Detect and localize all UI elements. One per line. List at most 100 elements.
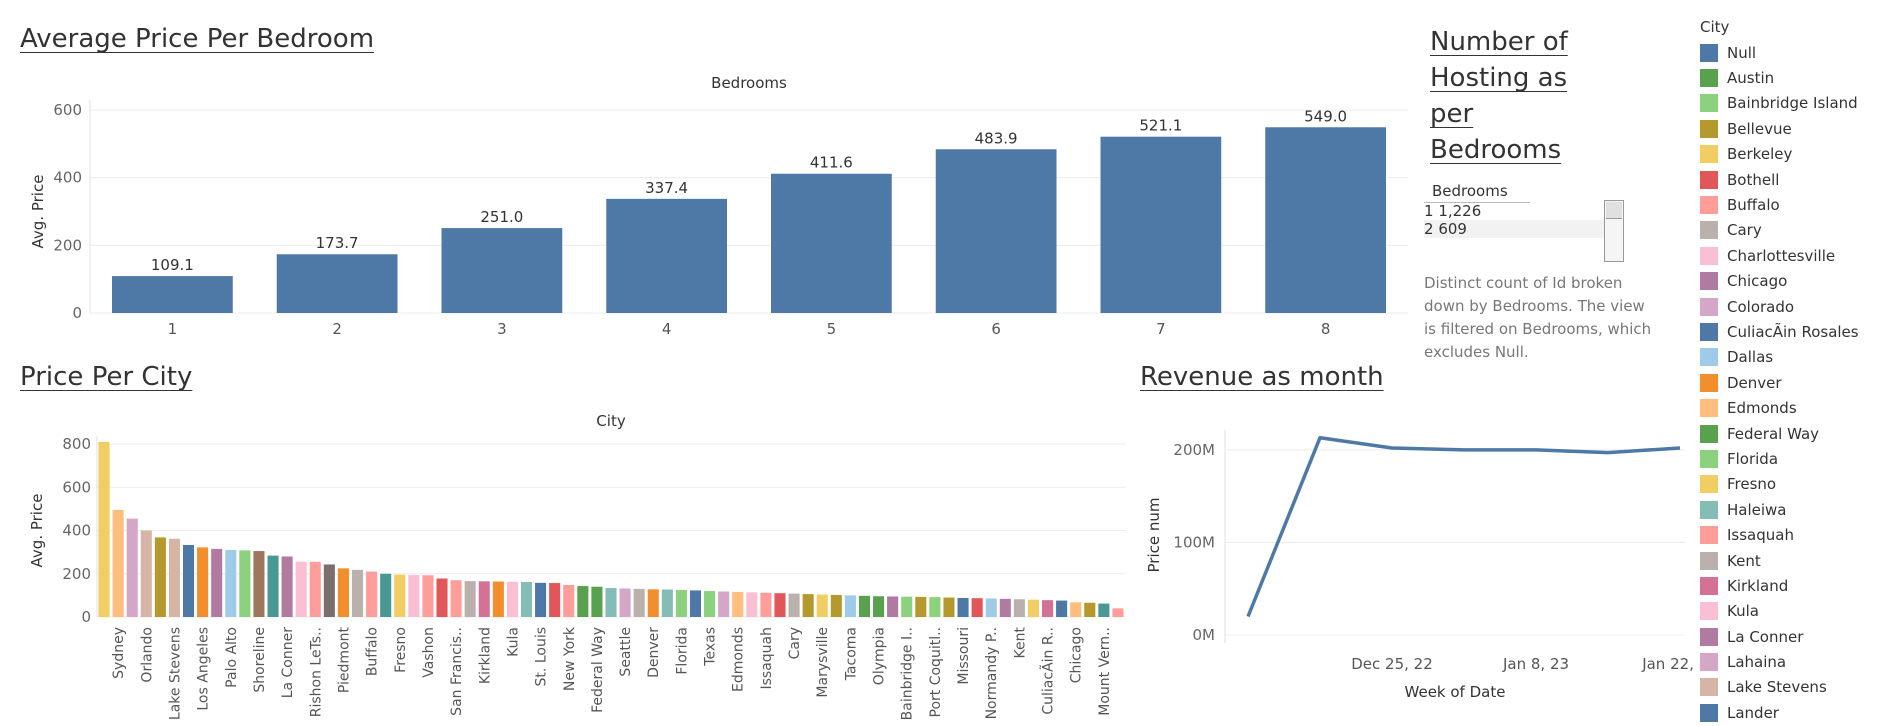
legend-item[interactable]: Florida [1700,446,1880,471]
bar [802,594,814,617]
bar [549,583,561,617]
legend-label: Austin [1727,69,1775,88]
bar [816,594,828,617]
legend-item[interactable]: Bellevue [1700,116,1880,141]
hosting-table-body[interactable]: 1 1,226 2 609 [1424,202,1604,262]
legend-item[interactable]: Kula [1700,599,1880,624]
bar [337,568,349,617]
bar [267,555,279,617]
legend-item[interactable]: Issaquah [1700,522,1880,547]
y-tick-label: 600 [53,101,82,119]
bar [935,149,1057,313]
legend-label: Fresno [1727,475,1777,494]
x-tick-label: Palo Alto [224,627,240,688]
legend-label: Null [1727,43,1757,62]
x-tick-label: La Conner [280,627,296,699]
legend-item[interactable]: Colorado [1700,294,1880,319]
x-tick-label: CuliacÃin R.. [1040,627,1057,715]
legend-swatch [1700,424,1718,443]
bar [1013,599,1025,617]
x-tick-label: 6 [991,320,1001,338]
legend-item[interactable]: Buffalo [1700,192,1880,217]
bar [366,571,378,617]
legend-label: Lake Stevens [1727,678,1827,697]
legend-item[interactable]: Lander [1700,700,1880,725]
bar [408,575,420,617]
y-tick-label: 600 [62,478,91,496]
legend-label: Federal Way [1727,424,1820,443]
data-label: 251.0 [480,208,523,226]
x-tick-label: New York [562,626,578,691]
legend-item[interactable]: Austin [1700,65,1880,90]
x-tick-label: Cary [787,627,803,659]
legend-swatch [1700,678,1718,697]
legend-item[interactable]: Kirkland [1700,573,1880,598]
legend-item[interactable]: Fresno [1700,472,1880,497]
legend-item[interactable]: Haleiwa [1700,497,1880,522]
bar [182,544,195,617]
x-tick-label: Marysville [815,627,831,698]
x-tick-label: Sydney [111,627,127,679]
legend-swatch [1700,551,1718,570]
legend-label: Cary [1727,221,1762,240]
x-tick-label: Vashon [421,627,437,678]
legend-item[interactable]: La Conner [1700,624,1880,649]
legend-item[interactable]: Null [1700,40,1880,65]
bar [535,582,547,617]
x-tick-label: 1 [168,320,178,338]
legend-item[interactable]: Edmonds [1700,395,1880,420]
legend-item[interactable]: Berkeley [1700,142,1880,167]
legend-item[interactable]: Cary [1700,218,1880,243]
y-tick-label: 200 [62,565,91,583]
legend-label: Bellevue [1727,119,1792,138]
legend-item[interactable]: Lake Stevens [1700,675,1880,700]
legend-item[interactable]: Chicago [1700,269,1880,294]
bar [520,581,533,617]
x-tick-label: Bainbridge I.. [900,627,916,720]
bar [1027,599,1040,617]
legend-item[interactable]: Bothell [1700,167,1880,192]
y-tick-label: 0 [81,608,91,626]
legend-swatch [1700,272,1718,291]
legend-swatch [1700,653,1718,672]
data-label: 109.1 [151,256,194,274]
row-value: 609 [1438,220,1467,238]
scrollbar-thumb[interactable] [1606,202,1622,219]
legend-item[interactable]: Kent [1700,548,1880,573]
table-row: 2 609 [1424,220,1604,238]
legend-title: City [1700,18,1730,36]
bar [197,547,209,617]
hosting-table-scrollbar[interactable] [1604,200,1624,262]
legend-item[interactable]: Charlottesville [1700,243,1880,268]
x-tick-label: Piedmont [336,626,352,693]
price-city-title: Price Per City [20,362,193,392]
y-tick-label: 200M [1173,441,1215,459]
data-label: 549.0 [1304,107,1347,125]
x-axis-label: Week of Date [1405,683,1506,701]
x-tick-label: Edmonds [731,627,747,692]
legend-item[interactable]: Federal Way [1700,421,1880,446]
legend-label: Bainbridge Island [1727,94,1858,113]
bar [633,588,645,617]
bar [98,441,110,617]
legend-item[interactable]: CuliacÃin Rosales [1700,319,1880,344]
data-label: 411.6 [810,154,853,172]
bar [929,597,941,617]
legend-swatch [1700,526,1718,545]
legend-item[interactable]: Bainbridge Island [1700,91,1880,116]
bar [441,228,563,313]
bar [112,509,124,617]
bar [478,581,490,617]
bar [858,595,871,617]
legend-item[interactable]: Dallas [1700,345,1880,370]
legend-swatch [1700,399,1718,418]
legend-item[interactable]: Denver [1700,370,1880,395]
y-axis-label: Avg. Price [29,175,47,249]
bar [788,593,800,617]
x-tick-label: Florida [674,627,690,675]
x-tick-label: Tacoma [843,627,859,681]
legend-item[interactable]: Lahaina [1700,649,1880,674]
x-tick-label: Dec 25, 22 [1351,655,1433,673]
bar [844,595,856,617]
bar [436,578,448,617]
